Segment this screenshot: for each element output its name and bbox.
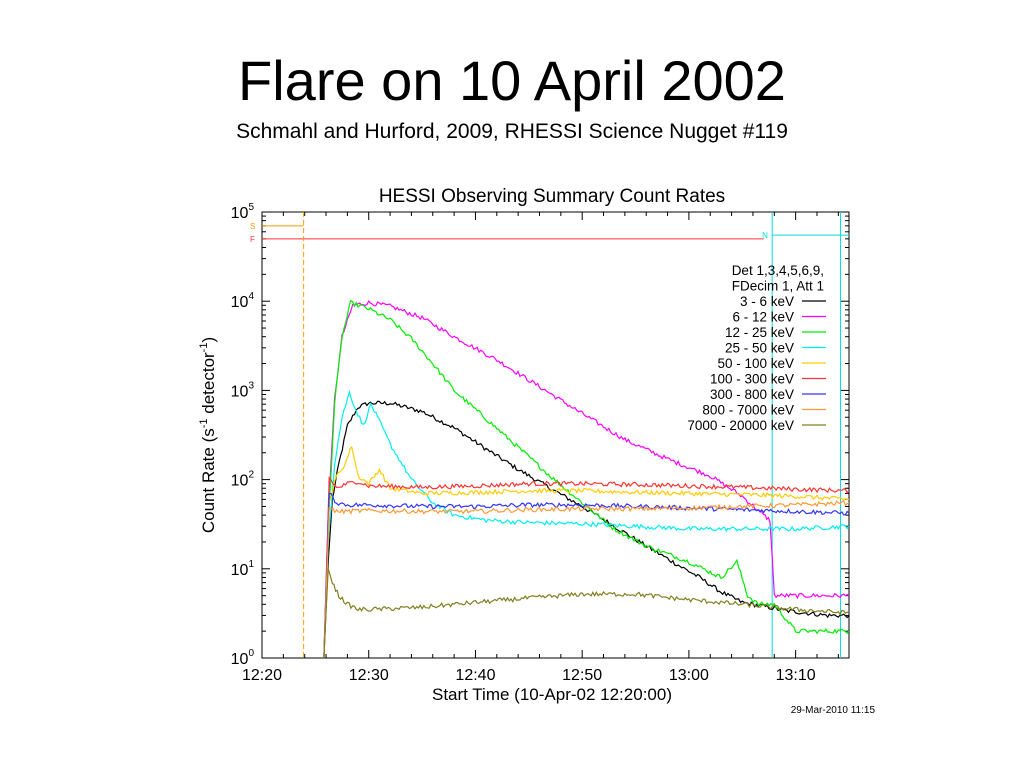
y-tick-label: 102 bbox=[231, 470, 255, 490]
y-tick-label: 101 bbox=[231, 559, 255, 579]
series-line bbox=[323, 389, 850, 659]
x-tick-label: 13:00 bbox=[669, 667, 709, 684]
legend-label: 3 - 6 keV bbox=[740, 294, 794, 309]
legend-header: FDecim 1, Att 1 bbox=[732, 279, 824, 294]
series-line bbox=[323, 299, 850, 659]
series-line bbox=[323, 300, 850, 659]
x-tick-label: 13:10 bbox=[776, 667, 816, 684]
x-tick-label: 12:50 bbox=[562, 667, 602, 684]
x-axis-label: Start Time (10-Apr-02 12:20:00) bbox=[432, 685, 672, 704]
flag-label-n: N bbox=[762, 231, 768, 240]
plot-area bbox=[261, 211, 850, 659]
footer-date: 29-Mar-2010 11:15 bbox=[791, 705, 876, 716]
flag-lines: SF N bbox=[250, 222, 849, 244]
legend-label: 100 - 300 keV bbox=[710, 372, 794, 387]
y-axis: 100 101 102 103 104 105 bbox=[231, 202, 849, 668]
y-tick-label: 104 bbox=[231, 291, 255, 311]
slide-subtitle: Schmahl and Hurford, 2009, RHESSI Scienc… bbox=[236, 120, 788, 143]
plot-frame bbox=[261, 211, 850, 659]
flag-label-s: S bbox=[250, 222, 255, 231]
series-line bbox=[323, 476, 850, 659]
x-axis: 12:20 12:30 12:40 12:50 13:00 13:10 bbox=[242, 212, 839, 684]
slide-title: Flare on 10 April 2002 bbox=[238, 49, 786, 112]
y-tick-label: 100 bbox=[231, 648, 255, 668]
series-line bbox=[323, 492, 850, 659]
legend-label: 7000 - 20000 keV bbox=[687, 418, 794, 433]
legend-label: 50 - 100 keV bbox=[717, 356, 794, 371]
x-tick-label: 12:40 bbox=[455, 667, 495, 684]
series-line bbox=[323, 499, 850, 659]
legend-label: 12 - 25 keV bbox=[725, 325, 794, 340]
legend-label: 800 - 7000 keV bbox=[702, 403, 794, 418]
y-axis-label: Count Rate (s-1 detector-1) bbox=[198, 337, 218, 533]
legend-label: 6 - 12 keV bbox=[732, 310, 794, 325]
series-line bbox=[323, 568, 850, 659]
x-tick-label: 12:20 bbox=[242, 667, 282, 684]
legend-label: 25 - 50 keV bbox=[725, 341, 794, 356]
series-line bbox=[323, 446, 850, 659]
legend-label: 300 - 800 keV bbox=[710, 387, 794, 402]
y-tick-label: 103 bbox=[231, 380, 255, 400]
count-rate-chart: HESSI Observing Summary Count Rates 12:2… bbox=[198, 186, 876, 716]
chart-title: HESSI Observing Summary Count Rates bbox=[379, 186, 725, 207]
marker-lines bbox=[303, 212, 841, 658]
legend: Det 1,3,4,5,6,9,FDecim 1, Att 13 - 6 keV… bbox=[687, 263, 826, 433]
flag-label-f: F bbox=[250, 235, 255, 244]
y-tick-label: 105 bbox=[231, 202, 255, 222]
series-lines bbox=[323, 299, 850, 659]
x-tick-label: 12:30 bbox=[349, 667, 389, 684]
legend-header: Det 1,3,4,5,6,9, bbox=[732, 263, 824, 278]
